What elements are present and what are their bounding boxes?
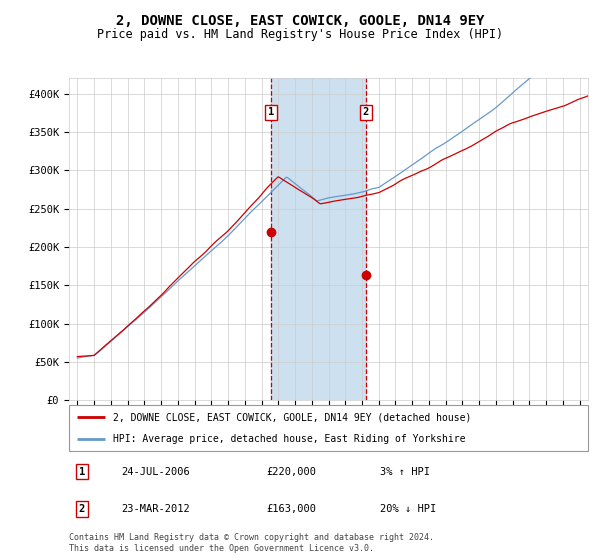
Bar xyxy=(271,78,366,400)
Text: 1: 1 xyxy=(79,467,85,477)
Text: Price paid vs. HM Land Registry's House Price Index (HPI): Price paid vs. HM Land Registry's House … xyxy=(97,28,503,41)
Text: HPI: Average price, detached house, East Riding of Yorkshire: HPI: Average price, detached house, East… xyxy=(113,435,466,444)
Text: 2, DOWNE CLOSE, EAST COWICK, GOOLE, DN14 9EY: 2, DOWNE CLOSE, EAST COWICK, GOOLE, DN14… xyxy=(116,14,484,28)
Text: 24-JUL-2006: 24-JUL-2006 xyxy=(121,467,190,477)
Text: 20% ↓ HPI: 20% ↓ HPI xyxy=(380,504,437,514)
Text: 2: 2 xyxy=(79,504,85,514)
Text: Contains HM Land Registry data © Crown copyright and database right 2024.
This d: Contains HM Land Registry data © Crown c… xyxy=(69,533,434,553)
Text: 2: 2 xyxy=(363,107,369,117)
Text: £220,000: £220,000 xyxy=(266,467,316,477)
Text: 2, DOWNE CLOSE, EAST COWICK, GOOLE, DN14 9EY (detached house): 2, DOWNE CLOSE, EAST COWICK, GOOLE, DN14… xyxy=(113,412,472,422)
Text: 3% ↑ HPI: 3% ↑ HPI xyxy=(380,467,430,477)
Text: 23-MAR-2012: 23-MAR-2012 xyxy=(121,504,190,514)
Text: £163,000: £163,000 xyxy=(266,504,316,514)
FancyBboxPatch shape xyxy=(69,405,588,451)
Text: 1: 1 xyxy=(268,107,274,117)
